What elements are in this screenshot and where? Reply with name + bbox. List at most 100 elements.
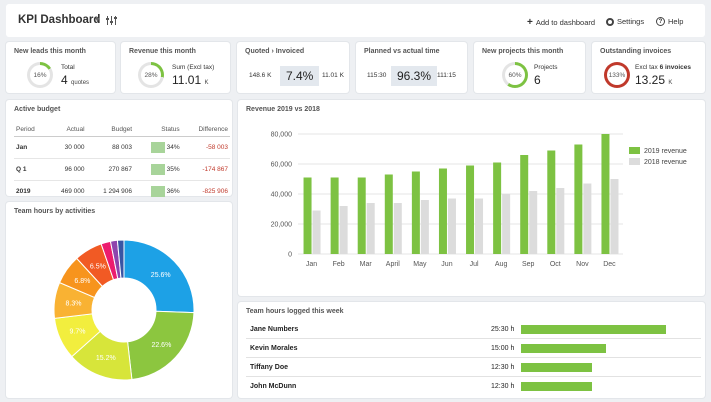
kpi-label: Projects (534, 64, 558, 71)
x-tick-label: Aug (495, 261, 508, 268)
progress-ring: 28% (138, 62, 164, 88)
status-bar (150, 186, 165, 197)
bar-2018 (312, 210, 321, 254)
x-tick-label: Jul (470, 261, 479, 268)
bar-2018 (610, 179, 619, 254)
activities-donut-chart: 25.6% 22.6% 15.2% 9.7% 8.3% 6.8%6.5% (53, 239, 195, 381)
kpi-left-value: 115:30 (367, 72, 387, 79)
legend-swatch (629, 158, 640, 165)
help-label: Help (668, 17, 684, 26)
kpi-revenue-month[interactable]: Revenue this month 28% Sum (Excl tax) 11… (121, 42, 230, 93)
bar-2019 (384, 174, 393, 254)
x-tick-label: April (386, 261, 400, 268)
column-header: Status (134, 123, 182, 137)
table-row[interactable]: Q 1 96 000 270 867 35% -174 867 (14, 158, 230, 181)
kpi-outstanding-invoices[interactable]: Outstanding invoices 133% Excl tax 6 inv… (592, 42, 705, 93)
bar-2019 (520, 155, 529, 254)
progress-percent: 133% (607, 65, 627, 85)
hours-bar (521, 325, 666, 334)
gear-icon (606, 17, 614, 26)
cell-period: Jan (14, 136, 47, 159)
bar-2019 (411, 171, 420, 254)
card-title: Revenue 2019 vs 2018 (246, 106, 320, 113)
legend-swatch (629, 147, 640, 154)
kpi-value: 6 (534, 73, 541, 87)
page-title: KPI Dashboard (18, 14, 101, 26)
member-name: Tiffany Doe (250, 364, 288, 371)
bar-2019 (547, 150, 556, 254)
member-name: John McDunn (250, 383, 297, 390)
bar-2019 (438, 168, 447, 254)
cell-difference: -174 867 (181, 158, 230, 181)
bar-2019 (303, 177, 312, 254)
cell-period: Q 1 (14, 158, 47, 181)
bar-2018 (393, 203, 402, 254)
table-row[interactable]: Jan 30 000 88 003 34% -58 003 (14, 136, 230, 159)
y-tick-label: 60,000 (271, 162, 293, 169)
list-item[interactable]: Tiffany Doe 12:30 h (246, 358, 701, 377)
kpi-value: 4 quotes (61, 73, 90, 87)
status-bar (150, 142, 165, 153)
cell-status: 35% (134, 158, 182, 181)
chevron-down-icon[interactable]: ▼ (94, 17, 101, 24)
y-tick-label: 40,000 (271, 192, 293, 199)
member-name: Kevin Morales (250, 345, 298, 352)
bar-2019 (357, 177, 366, 254)
x-tick-label: Mar (360, 261, 373, 268)
kpi-new-projects[interactable]: New projects this month 60% Projects 6 (474, 42, 585, 93)
kpi-quoted-invoiced[interactable]: Quoted › Invoiced 148.6 K 7.4% 11.01 K (237, 42, 349, 93)
bar-2018 (529, 191, 538, 254)
column-header: Difference (181, 123, 230, 137)
slice-label: 6.5% (90, 264, 106, 271)
cell-period: 2019 (14, 180, 47, 203)
cell-status: 36% (134, 180, 182, 203)
y-tick-label: 0 (288, 252, 292, 259)
x-tick-label: Jan (306, 261, 317, 268)
x-tick-label: Feb (333, 261, 345, 268)
cell-actual: 469 000 (46, 180, 87, 203)
kpi-left-value: 148.6 K (249, 72, 272, 79)
kpi-new-leads[interactable]: New leads this month 16% Total 4 quotes (6, 42, 115, 93)
kpi-title: New leads this month (14, 48, 86, 55)
kpi-ratio: 7.4% (280, 66, 320, 86)
table-row[interactable]: 2019 469 000 1 294 906 36% -825 906 (14, 180, 230, 203)
bar-2018 (339, 206, 348, 254)
team-hours-logged-card: Team hours logged this week Jane Numbers… (238, 302, 705, 398)
kpi-label: Sum (Excl tax) (172, 64, 215, 71)
bar-2019 (601, 134, 610, 254)
slice-label: 22.6% (151, 342, 171, 349)
hours-value: 12:30 h (491, 364, 515, 371)
kpi-planned-actual[interactable]: Planned vs actual time 115:30 96.3% 111:… (356, 42, 467, 93)
kpi-title: New projects this month (482, 48, 564, 55)
help-button[interactable]: ? Help (656, 17, 683, 26)
y-tick-label: 80,000 (271, 132, 293, 139)
list-item[interactable]: Kevin Morales 15:00 h (246, 339, 701, 358)
cell-budget: 1 294 906 (86, 180, 135, 203)
kpi-title: Outstanding invoices (600, 48, 672, 55)
list-item[interactable]: John McDunn 12:30 h (246, 377, 701, 396)
kpi-title: Planned vs actual time (364, 48, 440, 55)
settings-button[interactable]: Settings (606, 17, 644, 26)
bar-2019 (466, 165, 475, 254)
sliders-icon[interactable] (106, 16, 117, 25)
member-name: Jane Numbers (250, 326, 299, 333)
top-bar: KPI Dashboard ▼ + Add to dashboard Setti… (6, 4, 705, 37)
kpi-right-value: 11.01 K (322, 72, 344, 79)
list-item[interactable]: Jane Numbers 25:30 h (246, 320, 701, 339)
revenue-bar-chart: 0 20,000 40,000 60,000 80,000 Jan Feb Mar April M… (271, 132, 687, 269)
bar-2018 (502, 194, 511, 254)
add-to-dashboard-button[interactable]: + Add to dashboard (527, 17, 595, 28)
bar-2018 (447, 198, 456, 254)
column-header: Period (14, 123, 47, 137)
add-to-dashboard-label: Add to dashboard (535, 18, 596, 27)
bar-2018 (583, 183, 592, 254)
x-tick-label: Dec (603, 261, 616, 268)
kpi-value: 11.01 K (172, 73, 209, 87)
active-budget-card: Active budget Period Actual Budget Statu… (6, 100, 232, 203)
kpi-ratio: 96.3% (391, 66, 438, 86)
bar-2018 (366, 203, 375, 254)
help-icon: ? (656, 17, 665, 26)
x-tick-label: Nov (576, 261, 589, 268)
team-hours-activities-card: Team hours by activities 25.6% 22.6% 15.2%… (6, 202, 232, 398)
plus-icon: + (527, 17, 533, 28)
